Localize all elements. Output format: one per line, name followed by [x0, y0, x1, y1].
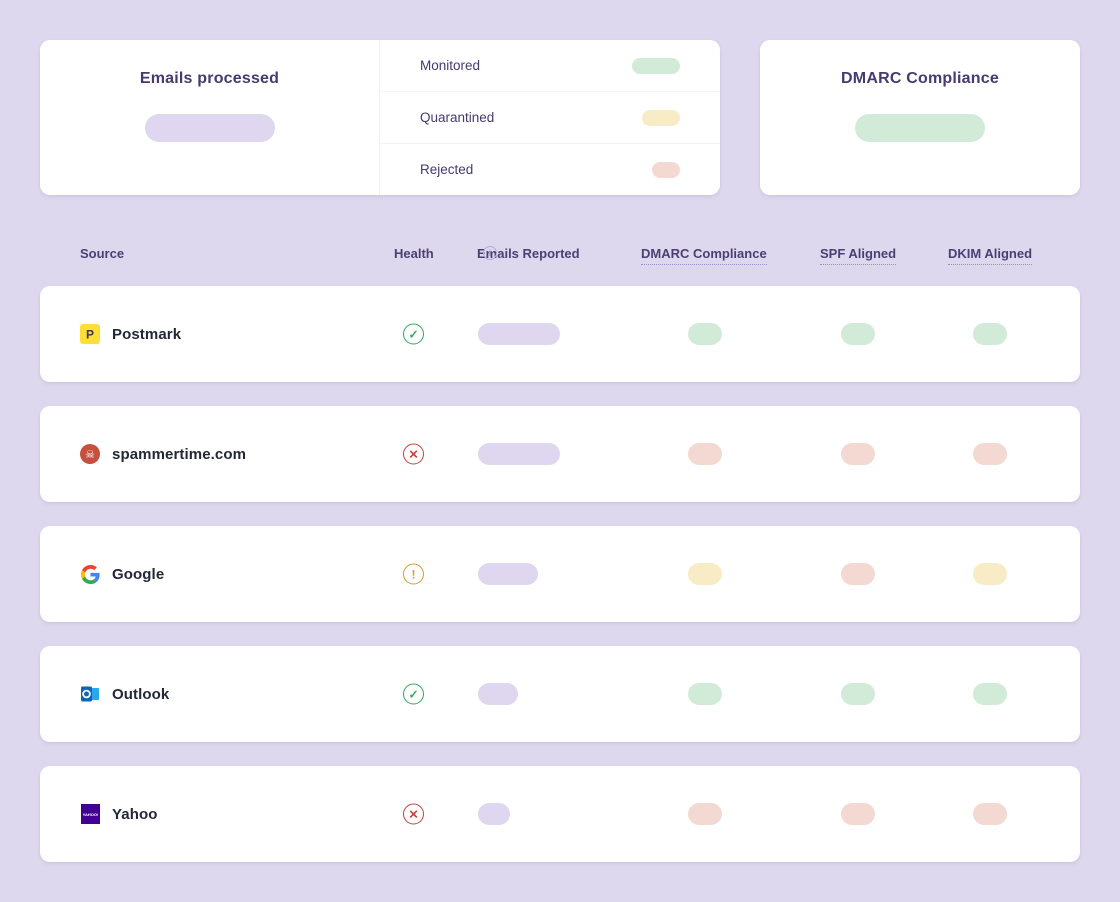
- health-status-icon: ✓: [403, 323, 424, 345]
- source-cell: YAHOO! Yahoo: [80, 804, 158, 824]
- source-name: Postmark: [112, 325, 182, 343]
- column-header-dmarc-compliance[interactable]: DMARC Compliance: [641, 246, 767, 265]
- quarantined-label: Quarantined: [420, 110, 495, 125]
- spf-pill: [841, 323, 875, 345]
- spf-pill: [841, 803, 875, 825]
- health-status-icon: ✓: [403, 683, 424, 705]
- dkim-pill: [973, 563, 1007, 585]
- monitored-value-pill: [632, 57, 680, 74]
- spf-pill: [841, 443, 875, 465]
- dmarc-pill: [688, 443, 722, 465]
- source-cell: P Postmark: [80, 324, 181, 344]
- source-row-spammertime[interactable]: ☠ spammertime.com ✕: [40, 406, 1080, 502]
- column-header-source: Source: [80, 246, 125, 261]
- column-header-dkim-aligned[interactable]: DKIM Aligned: [948, 246, 1033, 265]
- spam-skull-icon: ☠: [80, 444, 100, 464]
- source-row-yahoo[interactable]: YAHOO! Yahoo ✕: [40, 766, 1080, 862]
- svg-text:YAHOO!: YAHOO!: [82, 812, 98, 817]
- breakdown-row-quarantined: Quarantined: [380, 92, 720, 144]
- source-row-postmark[interactable]: P Postmark ✓: [40, 286, 1080, 382]
- health-status-icon: ✕: [403, 443, 424, 465]
- dkim-pill: [973, 323, 1007, 345]
- source-name: Outlook: [112, 685, 170, 703]
- dmarc-compliance-value-pill: [855, 114, 985, 142]
- health-status-icon: !: [403, 563, 424, 585]
- google-icon: [80, 564, 100, 584]
- svg-text:☠: ☠: [85, 448, 95, 461]
- dmarc-pill: [688, 563, 722, 585]
- postmark-icon: P: [80, 324, 100, 344]
- dkim-pill: [973, 683, 1007, 705]
- source-name: Yahoo: [112, 805, 158, 823]
- source-row-outlook[interactable]: Outlook ✓: [40, 646, 1080, 742]
- column-header-spf-aligned[interactable]: SPF Aligned: [820, 246, 897, 265]
- rejected-value-pill: [652, 161, 680, 178]
- breakdown-row-monitored: Monitored: [380, 40, 720, 92]
- health-status-icon: ✕: [403, 803, 424, 825]
- emails-reported-label: Emails Reported: [477, 246, 580, 261]
- emails-processed-section: Emails processed: [40, 40, 380, 195]
- dkim-pill: [973, 443, 1007, 465]
- emails-reported-pill: [478, 683, 518, 705]
- dmarc-compliance-card: DMARC Compliance: [760, 40, 1080, 195]
- breakdown-row-rejected: Rejected: [380, 144, 720, 195]
- emails-reported-pill: [478, 563, 538, 585]
- dmarc-pill: [688, 323, 722, 345]
- yahoo-icon: YAHOO!: [80, 804, 100, 824]
- emails-reported-pill: [478, 803, 510, 825]
- emails-reported-pill: [478, 443, 560, 465]
- quarantined-value-pill: [642, 109, 680, 126]
- spf-pill: [841, 563, 875, 585]
- source-cell: Google: [80, 564, 164, 584]
- emails-processed-value-pill: [144, 114, 275, 142]
- source-row-google[interactable]: Google !: [40, 526, 1080, 622]
- emails-processed-title: Emails processed: [139, 70, 280, 87]
- emails-processed-card: Emails processed Monitored Quarantined R…: [40, 40, 720, 195]
- email-breakdown-section: Monitored Quarantined Rejected: [380, 40, 720, 195]
- source-name: Google: [112, 565, 165, 583]
- spf-pill: [841, 683, 875, 705]
- emails-reported-pill: [478, 323, 560, 345]
- dmarc-compliance-title: DMARC Compliance: [841, 70, 999, 87]
- column-header-health: Health: [394, 246, 434, 261]
- dkim-pill: [973, 803, 1007, 825]
- dmarc-pill: [688, 803, 722, 825]
- source-cell: ☠ spammertime.com: [80, 444, 246, 464]
- table-header: Source Health Emails Reported i DMARC Com…: [40, 246, 1080, 268]
- source-name: spammertime.com: [112, 445, 247, 463]
- source-cell: Outlook: [80, 684, 169, 704]
- rejected-label: Rejected: [420, 162, 474, 177]
- outlook-icon: [80, 684, 100, 704]
- dmarc-pill: [688, 683, 722, 705]
- info-icon[interactable]: i: [483, 246, 497, 260]
- svg-text:P: P: [86, 328, 94, 342]
- monitored-label: Monitored: [420, 58, 481, 73]
